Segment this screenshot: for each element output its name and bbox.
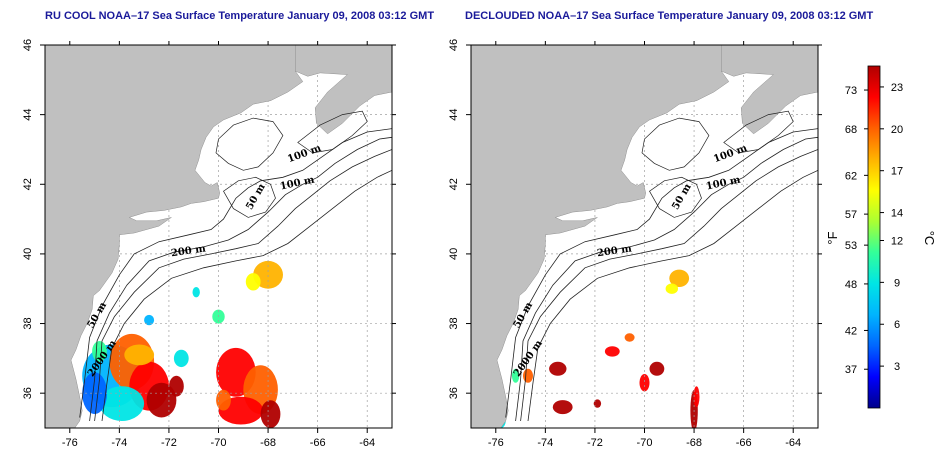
celsius-tick-label: 3 <box>894 361 900 373</box>
sst-patch <box>169 375 184 397</box>
x-tick-label: -66 <box>736 437 752 449</box>
bathymetry-contour <box>215 117 284 171</box>
sst-patch <box>665 283 678 294</box>
x-tick-label: -76 <box>488 437 504 449</box>
sst-patch <box>144 314 155 326</box>
x-tick-label: -68 <box>260 437 276 449</box>
sst-patch <box>124 344 155 366</box>
celsius-tick-label: 17 <box>891 166 903 178</box>
us-landmass <box>45 45 304 428</box>
sst-patch <box>260 400 281 428</box>
sst-patch <box>216 389 231 411</box>
y-tick-label: 42 <box>22 178 34 190</box>
right-map-title: DECLOUDED NOAA–17 Sea Surface Temperatur… <box>465 10 874 22</box>
sst-patch <box>624 333 635 342</box>
sst-patch <box>245 273 261 291</box>
bathymetry-contour <box>649 176 702 218</box>
sst-patch <box>549 361 567 376</box>
x-tick-label: -74 <box>111 437 127 449</box>
y-tick-label: 44 <box>448 109 460 121</box>
celsius-tick-label: 23 <box>891 82 903 94</box>
bathymetry-contour <box>79 128 392 418</box>
sst-patch <box>593 399 602 408</box>
x-tick-label: -64 <box>359 437 375 449</box>
bathymetry-contour <box>723 110 794 154</box>
nova-scotia-landmass <box>295 45 392 135</box>
celsius-tick-label: 14 <box>891 208 903 220</box>
x-tick-label: -76 <box>62 437 78 449</box>
bathymetry-contour <box>515 136 818 422</box>
y-tick-label: 36 <box>448 387 460 399</box>
x-tick-label: -70 <box>211 437 227 449</box>
sst-patch <box>649 361 665 376</box>
fahrenheit-tick-label: 62 <box>845 170 857 182</box>
fahrenheit-tick-label: 42 <box>845 325 857 337</box>
sst-patch <box>511 368 520 383</box>
sst-patch <box>639 374 650 392</box>
bathymetry-contour <box>505 128 818 418</box>
us-landmass <box>471 45 730 428</box>
x-tick-label: -68 <box>686 437 702 449</box>
fahrenheit-unit-label: °F <box>825 231 840 244</box>
y-tick-label: 44 <box>22 109 34 121</box>
x-tick-label: -74 <box>537 437 553 449</box>
bathymetry-contour <box>297 110 368 154</box>
fahrenheit-tick-label: 68 <box>845 124 857 136</box>
sst-patch <box>604 346 620 357</box>
sst-patch <box>669 269 690 287</box>
y-tick-label: 40 <box>448 248 460 260</box>
bathymetry-contour <box>101 169 392 422</box>
bathymetry-contour <box>641 117 710 171</box>
x-tick-label: -64 <box>785 437 801 449</box>
temperature-colorbar: 23 20 17 14 12 9 6 3 73 68 62 57 53 48 42 37 °F °C <box>825 65 937 409</box>
sst-patch <box>82 372 107 415</box>
y-tick-label: 46 <box>448 39 460 51</box>
sst-patch <box>173 349 189 368</box>
x-tick-label: -72 <box>587 437 603 449</box>
bathymetry-contour <box>520 149 818 422</box>
y-tick-label: 36 <box>22 387 34 399</box>
sst-patch <box>192 287 200 298</box>
fahrenheit-tick-label: 73 <box>845 85 857 97</box>
fahrenheit-tick-label: 37 <box>845 364 857 376</box>
y-tick-label: 38 <box>22 317 34 329</box>
fahrenheit-tick-label: 53 <box>845 240 857 252</box>
celsius-tick-label: 20 <box>891 124 903 136</box>
x-tick-label: -72 <box>161 437 177 449</box>
left-map-title: RU COOL NOAA–17 Sea Surface Temperature … <box>45 10 435 22</box>
y-tick-label: 46 <box>22 39 34 51</box>
x-tick-label: -66 <box>310 437 326 449</box>
celsius-unit-label: °C <box>922 231 937 246</box>
bathymetry-contour <box>223 176 276 218</box>
nova-scotia-landmass <box>721 45 818 135</box>
celsius-tick-label: 6 <box>894 319 900 331</box>
bathymetry-contour <box>94 149 392 422</box>
sst-patch <box>693 386 700 408</box>
fahrenheit-tick-label: 48 <box>845 279 857 291</box>
colorbar-scale <box>867 65 881 409</box>
y-tick-label: 38 <box>448 317 460 329</box>
celsius-tick-label: 9 <box>894 277 900 289</box>
contour-label: 200 m <box>596 243 633 259</box>
sst-patch <box>99 386 145 421</box>
y-tick-label: 42 <box>448 178 460 190</box>
sst-patch <box>552 400 573 415</box>
x-tick-label: -70 <box>637 437 653 449</box>
y-tick-label: 40 <box>22 248 34 260</box>
fahrenheit-tick-label: 57 <box>845 209 857 221</box>
contour-label: 200 m <box>170 243 207 259</box>
celsius-tick-label: 12 <box>891 235 903 247</box>
bathymetry-contour <box>89 136 392 422</box>
bathymetry-contour <box>527 169 818 422</box>
sst-patch <box>253 260 283 289</box>
